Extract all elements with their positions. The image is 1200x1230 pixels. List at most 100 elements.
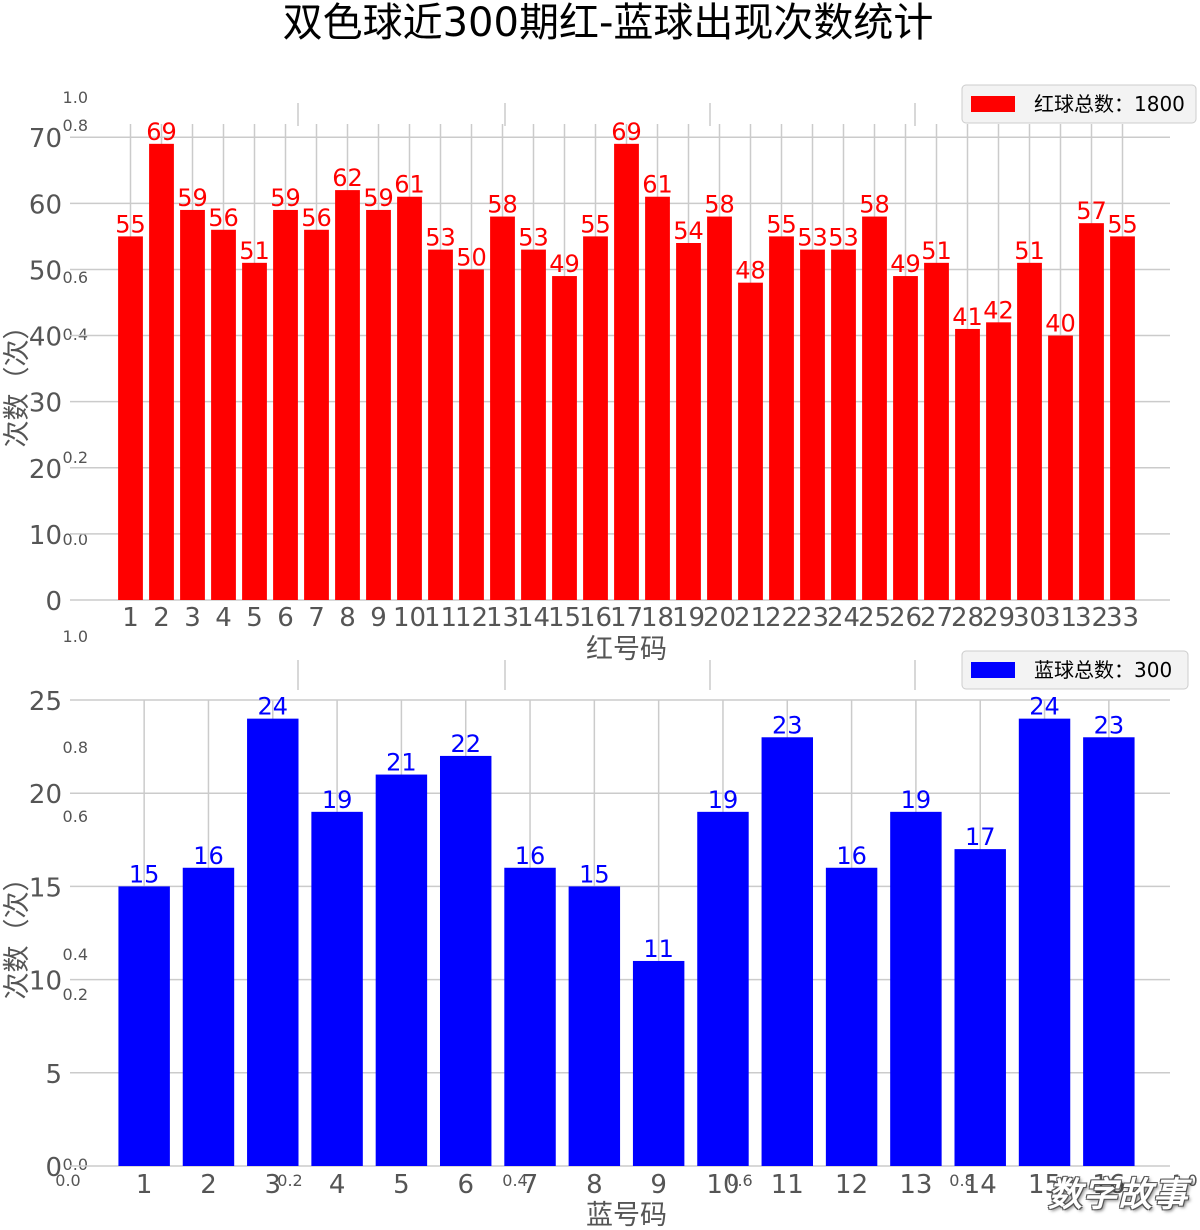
bar-value-label: 58 <box>487 191 518 219</box>
x-tick-label: 7 <box>522 1170 539 1200</box>
y-tick-label: 50 <box>29 256 62 286</box>
bar-value-label: 15 <box>579 860 610 888</box>
x-tick-label: 6 <box>277 603 294 633</box>
x-axis-label: 红号码 <box>586 634 667 665</box>
red-chart: 0102030405060705516925935645155965676285… <box>2 84 1197 665</box>
x-tick-label: 20 <box>703 603 736 633</box>
bar-value-label: 69 <box>146 118 177 146</box>
y-tick-label: 30 <box>29 389 62 419</box>
y-tick-label: 0 <box>45 1153 62 1183</box>
bar-value-label: 53 <box>425 224 456 252</box>
x-tick-label: 9 <box>650 1170 667 1200</box>
bar-value-label: 55 <box>580 210 611 238</box>
y-tick-label: 10 <box>29 967 62 997</box>
x-tick-label: 31 <box>1044 603 1077 633</box>
bar-value-label: 69 <box>611 118 642 146</box>
bar <box>273 209 298 600</box>
y-tick-label: 0 <box>45 587 62 617</box>
phantom-y-tick-label: 0.8 <box>63 116 88 135</box>
phantom-y-tick-label: 0.4 <box>63 325 88 344</box>
x-tick-label: 3 <box>265 1170 282 1200</box>
bar <box>1110 236 1135 600</box>
bar-value-label: 61 <box>642 171 673 199</box>
phantom-x-tick-label: 0.4 <box>502 1171 527 1190</box>
x-tick-label: 6 <box>457 1170 474 1200</box>
x-tick-label: 8 <box>586 1170 603 1200</box>
x-tick-label: 15 <box>548 603 581 633</box>
x-tick-label: 3 <box>184 603 201 633</box>
y-tick-label: 20 <box>29 455 62 485</box>
bar-value-label: 23 <box>1094 711 1125 739</box>
x-tick-label: 11 <box>771 1170 804 1200</box>
bar <box>761 737 814 1166</box>
bar-value-label: 55 <box>766 210 797 238</box>
bar-value-label: 24 <box>1029 693 1060 721</box>
x-tick-label: 29 <box>982 603 1015 633</box>
bar <box>180 209 205 600</box>
y-tick-label: 5 <box>45 1060 62 1090</box>
x-tick-label: 12 <box>455 603 488 633</box>
y-tick-label: 70 <box>29 124 62 154</box>
bar <box>335 190 360 600</box>
bar-value-label: 19 <box>901 786 932 814</box>
bar <box>954 849 1006 1166</box>
x-tick-label: 17 <box>610 603 643 633</box>
bar <box>769 236 794 600</box>
phantom-y-tick-label: 0.2 <box>63 985 88 1004</box>
x-tick-label: 22 <box>765 603 798 633</box>
bar-value-label: 59 <box>363 184 394 212</box>
phantom-y-tick-label: 1.0 <box>63 88 88 107</box>
bar-value-label: 54 <box>673 217 704 245</box>
bar <box>311 811 363 1166</box>
bar-value-label: 16 <box>836 842 867 870</box>
bar-value-label: 57 <box>1076 197 1107 225</box>
phantom-axes-layer: 1.00.80.60.40.20.00.00.20.40.60.81.00.0 0… <box>55 88 1197 1190</box>
x-tick-label: 27 <box>920 603 953 633</box>
bar <box>521 249 546 600</box>
x-tick-label: 14 <box>964 1170 997 1200</box>
bar-value-label: 40 <box>1045 310 1076 338</box>
bar <box>614 143 639 601</box>
bar-value-label: 51 <box>239 237 270 265</box>
x-tick-label: 19 <box>672 603 705 633</box>
phantom-y-tick-label: 0.0 <box>63 530 88 549</box>
bar <box>632 960 685 1166</box>
bar-value-label: 21 <box>386 749 417 777</box>
bar-value-label: 51 <box>1014 237 1045 265</box>
bar <box>459 269 484 600</box>
phantom-x-tick-label: 0.2 <box>277 1171 302 1190</box>
bar-value-label: 56 <box>301 204 332 232</box>
x-tick-label: 25 <box>858 603 891 633</box>
bar <box>304 229 329 600</box>
bar-value-label: 61 <box>394 171 425 199</box>
y-tick-label: 10 <box>29 521 62 551</box>
x-tick-label: 14 <box>517 603 550 633</box>
x-tick-label: 32 <box>1075 603 1108 633</box>
legend-swatch <box>971 662 1015 678</box>
bar <box>118 236 143 600</box>
x-tick-label: 12 <box>835 1170 868 1200</box>
legend: 蓝球总数：300 <box>961 650 1189 690</box>
x-tick-label: 26 <box>889 603 922 633</box>
y-tick-label: 20 <box>29 780 62 810</box>
bar-value-label: 17 <box>965 823 996 851</box>
bar <box>366 209 391 600</box>
bar-value-label: 53 <box>797 224 828 252</box>
x-tick-label: 21 <box>734 603 767 633</box>
phantom-y-tick-label: 0.2 <box>63 448 88 467</box>
bar-value-label: 62 <box>332 164 363 192</box>
bar <box>247 718 299 1166</box>
bar <box>831 249 856 600</box>
x-axis-label: 蓝号码 <box>586 1200 667 1230</box>
bar-value-label: 53 <box>828 224 859 252</box>
x-tick-label: 5 <box>393 1170 410 1200</box>
bar <box>738 282 763 600</box>
bar-value-label: 59 <box>177 184 208 212</box>
x-tick-label: 9 <box>370 603 387 633</box>
bar <box>893 276 918 600</box>
bar <box>1079 223 1104 600</box>
bar <box>1083 737 1135 1166</box>
x-tick-label: 30 <box>1013 603 1046 633</box>
y-tick-label: 15 <box>29 873 62 903</box>
x-tick-label: 10 <box>393 603 426 633</box>
